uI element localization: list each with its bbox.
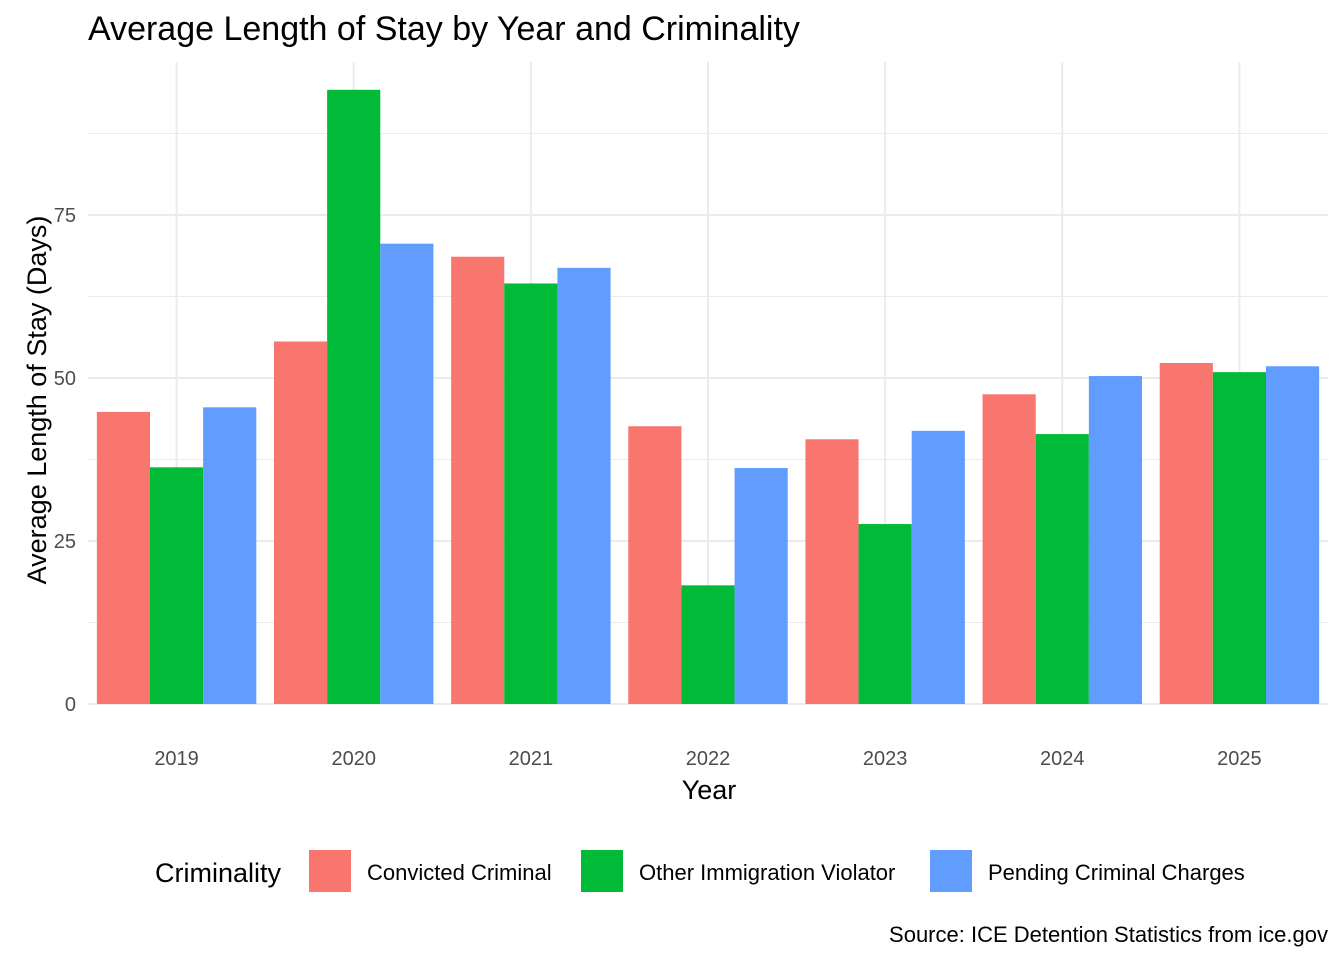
bar-2022-2: [734, 467, 788, 704]
bar-2022-1: [681, 585, 735, 704]
bar-2019-2: [203, 407, 257, 704]
y-axis-ticks: 0 25 50 75: [54, 205, 76, 716]
caption: Source: ICE Detention Statistics from ic…: [889, 922, 1328, 947]
bar-2025-0: [1159, 363, 1213, 704]
x-tick-label: 2020: [331, 748, 376, 770]
chart-title: Average Length of Stay by Year and Crimi…: [88, 10, 800, 48]
bar-2024-1: [1035, 434, 1089, 704]
x-tick-label: 2024: [1040, 748, 1085, 770]
y-tick-label: 25: [54, 531, 76, 553]
bar-2023-1: [858, 524, 912, 704]
bar-2022-0: [628, 426, 682, 704]
x-tick-label: 2022: [686, 748, 731, 770]
x-tick-label: 2023: [863, 748, 908, 770]
bar-2021-1: [504, 283, 558, 704]
bar-2020-2: [380, 243, 434, 705]
bars: [96, 89, 1320, 705]
legend-label: Pending Criminal Charges: [988, 860, 1245, 885]
legend-title: Criminality: [155, 858, 282, 888]
x-tick-label: 2021: [509, 748, 554, 770]
legend-label: Convicted Criminal: [367, 860, 552, 885]
x-axis-title: Year: [682, 775, 737, 805]
bar-2024-2: [1088, 376, 1142, 704]
bar-2023-2: [911, 430, 965, 704]
y-axis-title: Average Length of Stay (Days): [22, 216, 52, 585]
y-tick-label: 50: [54, 368, 76, 390]
bar-2023-0: [805, 439, 859, 704]
legend-label: Other Immigration Violator: [639, 860, 895, 885]
bar-2020-0: [274, 341, 328, 704]
y-tick-label: 0: [65, 694, 76, 716]
x-tick-label: 2019: [154, 748, 199, 770]
legend-key: [309, 850, 351, 892]
bar-2019-1: [150, 467, 204, 704]
x-tick-label: 2025: [1217, 748, 1262, 770]
legend-key: [930, 850, 972, 892]
bar-2025-2: [1266, 366, 1320, 704]
legend: Criminality Convicted Criminal Other Immig…: [155, 850, 1245, 892]
bar-2020-1: [327, 89, 381, 705]
bar-2019-0: [96, 411, 150, 704]
bar-2025-1: [1212, 372, 1266, 704]
y-tick-label: 75: [54, 205, 76, 227]
x-axis-ticks: 2019 2020 2021 2022 2023 2024 2025: [154, 748, 1261, 770]
bar-2021-2: [557, 267, 611, 704]
bar-2024-0: [982, 394, 1036, 704]
bar-2021-0: [451, 256, 505, 704]
legend-key: [581, 850, 623, 892]
